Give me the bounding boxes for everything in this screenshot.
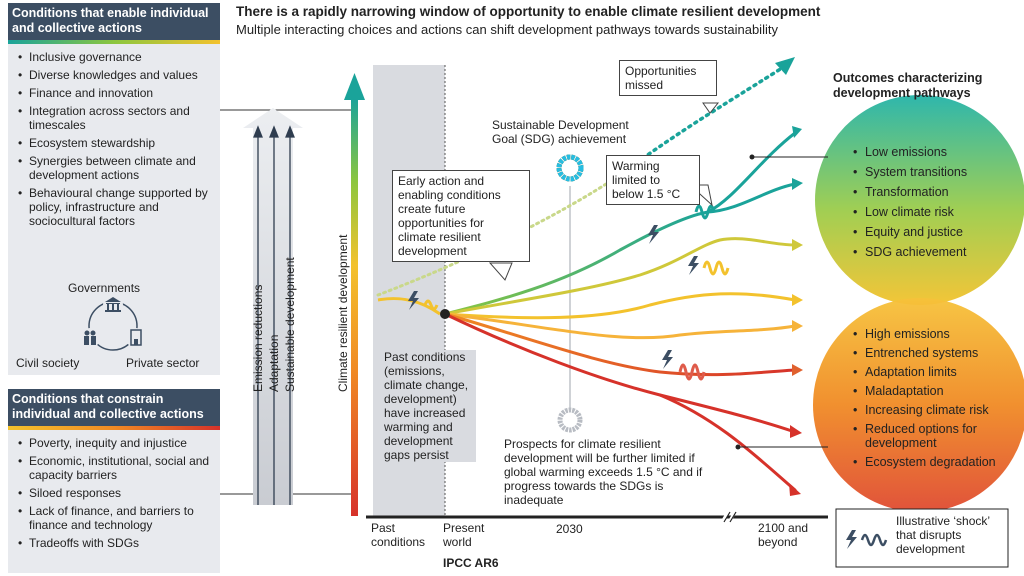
list-item: Integration across sectors and timescale… bbox=[18, 104, 214, 132]
list-item: Finance and innovation bbox=[18, 86, 214, 100]
list-item: Ecosystem stewardship bbox=[18, 136, 214, 150]
list-item: System transitions bbox=[853, 165, 993, 179]
actors-cycle-diagram bbox=[80, 295, 146, 351]
sdg-achievement-label: Sustainable Development Goal (SDG) achie… bbox=[492, 118, 629, 146]
list-item: Ecosystem degradation bbox=[853, 455, 998, 469]
list-item: SDG achievement bbox=[853, 245, 993, 259]
timeline-present-label: Present world bbox=[443, 521, 485, 549]
past-conditions-note: Past conditions (emissions, climate chan… bbox=[384, 350, 476, 462]
shock-wiggle bbox=[423, 299, 439, 311]
shock-wiggle bbox=[678, 363, 706, 381]
list-item: Tradeoffs with SDGs bbox=[18, 536, 214, 550]
timeline-2100-label: 2100 and beyond bbox=[758, 521, 809, 549]
legend-box bbox=[835, 508, 1009, 568]
list-item: Low climate risk bbox=[853, 205, 993, 219]
crd-axis-bar bbox=[351, 98, 358, 516]
list-item: Behavioural change supported by policy, … bbox=[18, 186, 214, 228]
present-world-node bbox=[440, 309, 450, 319]
enabling-conditions-title: Conditions that enable individual and co… bbox=[8, 3, 220, 40]
page-title: There is a rapidly narrowing window of o… bbox=[236, 4, 821, 19]
list-item: Entrenched systems bbox=[853, 346, 998, 360]
adaptation-label: Adaptation bbox=[267, 334, 281, 392]
shock-wiggle bbox=[702, 260, 730, 276]
sdg-wheel-icon bbox=[556, 154, 584, 182]
list-item: Siloed responses bbox=[18, 486, 214, 500]
source-label: IPCC AR6 bbox=[443, 556, 499, 570]
list-item: Low emissions bbox=[853, 145, 993, 159]
list-item: Equity and justice bbox=[853, 225, 993, 239]
emission-reductions-label: Emission reductions bbox=[251, 284, 265, 392]
crd-axis-arrowhead bbox=[344, 73, 365, 100]
timeline-past-label: Past conditions bbox=[371, 521, 426, 549]
list-item: Adaptation limits bbox=[853, 365, 998, 379]
opportunities-missed-callout: Opportunities missed bbox=[619, 60, 717, 96]
constraining-conditions-title: Conditions that constrain individual and… bbox=[8, 389, 220, 426]
list-item: Transformation bbox=[853, 185, 993, 199]
list-item: Increasing climate risk bbox=[853, 403, 998, 417]
constraining-conditions-list: Poverty, inequity and injustice Economic… bbox=[8, 430, 220, 550]
list-item: Maladaptation bbox=[853, 384, 998, 398]
actor-private-sector: Private sector bbox=[126, 356, 200, 370]
list-item: Lack of finance, and barriers to finance… bbox=[18, 504, 214, 532]
legend-shock-text: Illustrative ‘shock’ that disrupts devel… bbox=[896, 514, 990, 556]
sdg-wheel-grey-icon bbox=[557, 407, 583, 433]
shock-wiggle bbox=[694, 204, 716, 220]
enabling-conditions-panel: Conditions that enable individual and co… bbox=[8, 3, 220, 375]
enabling-color-bar bbox=[8, 40, 220, 44]
warming-callout: Warming limited to below 1.5 °C bbox=[606, 155, 700, 205]
bad-outcomes-list: High emissions Entrenched systems Adapta… bbox=[853, 327, 998, 474]
constraining-conditions-panel: Conditions that constrain individual and… bbox=[8, 389, 220, 573]
early-action-callout: Early action and enabling conditions cre… bbox=[392, 170, 530, 262]
list-item: Diverse knowledges and values bbox=[18, 68, 214, 82]
actor-governments: Governments bbox=[68, 281, 141, 295]
list-item: Synergies between climate and developmen… bbox=[18, 154, 214, 182]
page-subtitle: Multiple interacting choices and actions… bbox=[236, 22, 778, 37]
good-outcomes-list: Low emissions System transitions Transfo… bbox=[853, 145, 993, 265]
sustainable-development-label: Sustainable development bbox=[283, 257, 297, 392]
list-item: Inclusive governance bbox=[18, 50, 214, 64]
enabling-conditions-list: Inclusive governance Diverse knowledges … bbox=[8, 44, 220, 228]
list-item: Poverty, inequity and injustice bbox=[18, 436, 214, 450]
outcomes-title: Outcomes characterizing development path… bbox=[833, 71, 983, 100]
development-pathways bbox=[443, 131, 797, 492]
actor-civil-society: Civil society bbox=[16, 356, 80, 370]
prospects-note: Prospects for climate resilient developm… bbox=[504, 437, 724, 507]
list-item: Economic, institutional, social and capa… bbox=[18, 454, 214, 482]
constraining-color-bar bbox=[8, 426, 220, 430]
lightning-bolt-icon bbox=[408, 225, 699, 369]
list-item: Reduced options for development bbox=[853, 422, 998, 450]
pathway-arrowheads bbox=[789, 126, 803, 496]
small-up-arrows bbox=[253, 125, 295, 505]
crd-axis-label: Climate resilient development bbox=[336, 234, 350, 392]
timeline-2030-label: 2030 bbox=[556, 522, 583, 536]
list-item: High emissions bbox=[853, 327, 998, 341]
